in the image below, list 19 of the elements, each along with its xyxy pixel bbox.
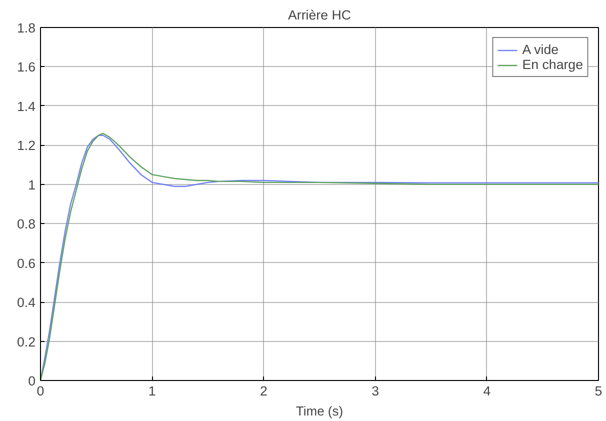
y-tick-label: 0.2: [16, 334, 36, 350]
y-tick-label: 0.4: [16, 295, 36, 310]
y-tick-label: 1.2: [16, 138, 36, 154]
x-tick-label: 4: [483, 384, 492, 398]
x-tick-label: 2: [260, 384, 268, 398]
legend-label: En charge: [522, 57, 583, 72]
x-tick-label: 1: [148, 384, 156, 398]
y-tick-label: 1.6: [16, 60, 36, 75]
y-tick-label: 0.6: [16, 256, 36, 271]
chart-title: Arrière HC: [288, 8, 352, 22]
x-axis-title: Time (s): [296, 404, 344, 418]
y-tick-label: 0: [28, 374, 36, 388]
x-tick-label: 3: [372, 384, 380, 398]
legend-label: A vide: [522, 42, 559, 57]
y-tick-label: 1.8: [16, 20, 36, 36]
y-tick-label: 1: [28, 177, 36, 192]
y-tick-label: 0.8: [16, 216, 36, 232]
y-tick-label: 1.4: [16, 98, 36, 114]
x-tick-label: 5: [594, 384, 602, 398]
